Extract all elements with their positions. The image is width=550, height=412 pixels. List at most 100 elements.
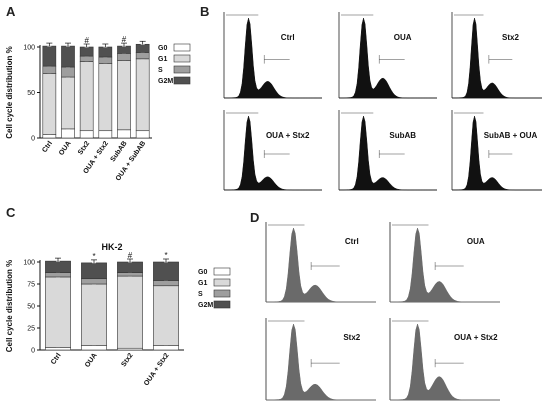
histogram-label: OUA + Stx2	[454, 333, 498, 342]
bar-segment-g0	[79, 130, 94, 139]
bar-segment-g2m	[81, 262, 107, 280]
bar-segment-s	[135, 52, 150, 60]
legend-label: G2M	[198, 302, 213, 309]
histogram-d-1: OUA	[389, 222, 500, 303]
legend-label: S	[158, 67, 163, 74]
significance-marker: *	[92, 252, 95, 261]
histogram-d-0: Ctrl	[265, 222, 376, 303]
bar-segment-g0	[81, 345, 107, 351]
bar-segment-s	[117, 272, 143, 277]
panel-letter-a: A	[6, 4, 16, 19]
legend-swatch	[213, 289, 231, 298]
bar-segment-g1	[117, 60, 131, 131]
histogram-area	[223, 115, 322, 191]
histogram-d-2: Stx2	[265, 318, 376, 401]
bar-chart-c: HK-2 0 25 50 75 100 Cell cycle distribution % C…	[5, 242, 231, 387]
bar-segment-g1	[79, 61, 94, 132]
y-tick-label: 0	[31, 136, 35, 143]
histogram-b-0: Ctrl	[223, 12, 322, 99]
legend-swatch	[213, 300, 231, 309]
histogram-b-4: SubAB	[338, 110, 437, 191]
bar-segment-g0	[42, 134, 57, 139]
panel-letter-b: B	[200, 4, 210, 19]
bar-segment-s	[42, 65, 57, 74]
histogram-label: Stx2	[502, 33, 519, 42]
histogram-area	[451, 115, 542, 191]
bar-segment-g2m	[42, 45, 57, 67]
histogram-b-1: OUA	[338, 12, 437, 99]
significance-marker: *	[164, 251, 167, 260]
bar-chart-a: 0 50 100 Cell cycle distribution % Ctrl OUA # S…	[5, 35, 191, 182]
y-axis-label: Cell cycle distribution %	[5, 260, 14, 352]
legend-label: G1	[158, 56, 167, 63]
y-tick-label: 50	[27, 304, 35, 311]
legend-swatch	[213, 278, 231, 287]
x-tick-label: OUA	[84, 352, 99, 369]
bar-segment-s	[45, 272, 71, 278]
bar-segment-s	[79, 55, 94, 62]
bar-segment-g1	[81, 283, 107, 346]
bar-segment-g0	[45, 347, 71, 351]
x-tick-label: Ctrl	[41, 140, 54, 154]
legend-label: G2M	[158, 78, 173, 85]
bar-segment-g2m	[117, 45, 131, 54]
legend-swatch	[213, 267, 231, 276]
histogram-area	[338, 17, 437, 99]
panel-letter-d: D	[250, 210, 260, 225]
bar-segment-s	[117, 53, 131, 61]
y-tick-label: 25	[27, 326, 35, 333]
histogram-b-3: OUA + Stx2	[223, 110, 322, 191]
bar-segment-g2m	[153, 261, 179, 281]
bar-segment-g0	[135, 130, 150, 139]
y-tick-label: 75	[27, 282, 35, 289]
bar-segment-g1	[61, 76, 75, 130]
histogram-label: OUA	[394, 33, 412, 42]
x-tick-label: OUA	[58, 140, 73, 157]
bar-segment-g1	[117, 275, 143, 349]
significance-marker: #	[122, 35, 127, 44]
bar-segment-g1	[153, 285, 179, 346]
y-tick-label: 100	[23, 45, 35, 52]
bar-segment-g1	[42, 73, 57, 135]
legend-label: G0	[158, 45, 167, 52]
histogram-label: Stx2	[343, 333, 360, 342]
bar-segment-g0	[98, 130, 113, 139]
bar-segment-s	[153, 280, 179, 287]
histogram-area	[223, 17, 322, 99]
x-tick-label: OUA + Stx2	[143, 352, 171, 387]
bar-segment-g0	[61, 128, 75, 139]
histogram-area	[265, 227, 376, 303]
legend-swatch	[173, 43, 191, 52]
histogram-label: OUA	[467, 237, 485, 246]
histogram-b-2: Stx2	[451, 12, 542, 99]
x-tick-label: Stx2	[77, 140, 91, 156]
bar-segment-g2m	[61, 45, 75, 68]
histogram-area	[389, 227, 500, 303]
legend-swatch	[173, 76, 191, 85]
legend-label: G0	[198, 269, 207, 276]
bar-segment-g2m	[79, 46, 94, 57]
histogram-area	[451, 17, 542, 99]
bar-segment-g1	[45, 276, 71, 348]
bar-segment-g2m	[117, 261, 143, 273]
histogram-b-5: SubAB + OUA	[451, 110, 542, 191]
bar-segment-g0	[117, 129, 131, 139]
histogram-label: OUA + Stx2	[266, 131, 310, 140]
bar-segment-g2m	[98, 46, 113, 58]
bar-segment-g1	[98, 63, 113, 132]
chart-title: HK-2	[101, 242, 122, 252]
histogram-d-3: OUA + Stx2	[389, 318, 500, 401]
legend-label: G1	[198, 280, 207, 287]
histogram-label: SubAB	[389, 131, 416, 140]
histogram-area	[389, 323, 500, 401]
bar-segment-g0	[153, 345, 179, 351]
legend-swatch	[173, 65, 191, 74]
histogram-area	[265, 323, 376, 401]
bar-segment-g2m	[135, 43, 150, 53]
legend-swatch	[173, 54, 191, 63]
bar-segment-s	[81, 278, 107, 285]
x-tick-label: Stx2	[120, 352, 134, 368]
panel-letter-c: C	[6, 205, 16, 220]
significance-marker: #	[84, 36, 89, 45]
